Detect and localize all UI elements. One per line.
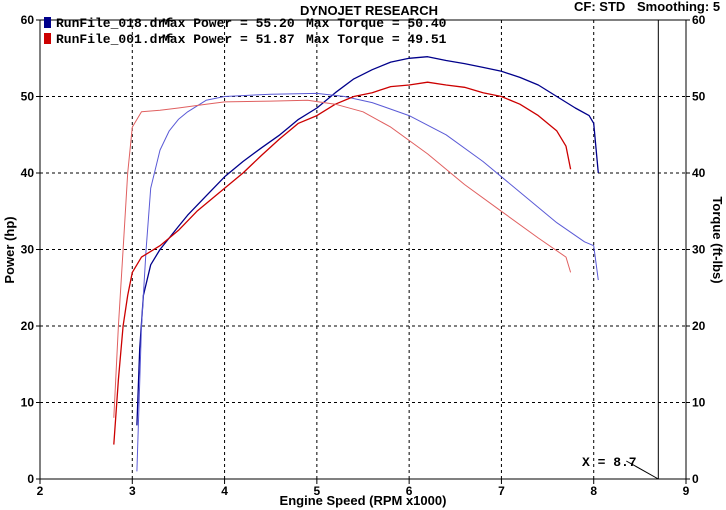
x-tick-label: 5 [314, 484, 321, 498]
x-tick-label: 4 [221, 484, 228, 498]
y-tick-label: 30 [21, 243, 35, 257]
correction-factor-label: CF: STD [574, 0, 625, 14]
y2-tick-label: 30 [692, 243, 706, 257]
y2-tick-label: 40 [692, 166, 706, 180]
x-tick-label: 6 [406, 484, 413, 498]
run001-power-curve [113, 81, 572, 445]
y-axis-label: Power (hp) [2, 216, 17, 283]
run018-torque-curve [136, 92, 599, 472]
dyno-title: DYNOJET RESEARCH [300, 3, 438, 18]
legend: RunFile_018.drf Max Power = 55.20 Max To… [44, 16, 447, 47]
x-tick-label: 7 [498, 484, 505, 498]
legend-torque-run018: Max Torque = 50.40 [306, 16, 447, 31]
y-tick-label: 20 [21, 319, 35, 333]
x-tick-label: 3 [129, 484, 136, 498]
legend-swatch-run001[interactable] [44, 33, 51, 44]
x-tick-label: 2 [37, 484, 44, 498]
chart-curves [113, 56, 599, 472]
x-cursor-readout: X = 8.7 [582, 455, 637, 470]
legend-power-run001: Max Power = 51.87 [162, 32, 295, 47]
y2-tick-label: 60 [692, 13, 706, 27]
y-tick-label: 10 [21, 396, 35, 410]
legend-file-run001: RunFile_001.drf [56, 32, 173, 47]
x-tick-label: 8 [590, 484, 597, 498]
smoothing-label: Smoothing: 5 [637, 0, 720, 14]
run001-torque-curve [113, 99, 572, 418]
y-tick-label: 50 [21, 90, 35, 104]
y2-axis-label: Torque (ft-lbs) [710, 196, 725, 283]
y2-tick-label: 50 [692, 90, 706, 104]
y-tick-label: 60 [21, 13, 35, 27]
y2-tick-label: 0 [692, 472, 699, 486]
legend-file-run018: RunFile_018.drf [56, 16, 173, 31]
x-cursor-pointer [626, 460, 659, 480]
y-tick-label: 40 [21, 166, 35, 180]
legend-power-run018: Max Power = 55.20 [162, 16, 295, 31]
x-axis-label: Engine Speed (RPM x1000) [280, 493, 447, 508]
y2-tick-label: 10 [692, 396, 706, 410]
y-tick-label: 0 [27, 472, 34, 486]
legend-swatch-run018[interactable] [44, 17, 51, 28]
y2-tick-label: 20 [692, 319, 706, 333]
x-tick-label: 9 [683, 484, 690, 498]
legend-torque-run001: Max Torque = 49.51 [306, 32, 447, 47]
